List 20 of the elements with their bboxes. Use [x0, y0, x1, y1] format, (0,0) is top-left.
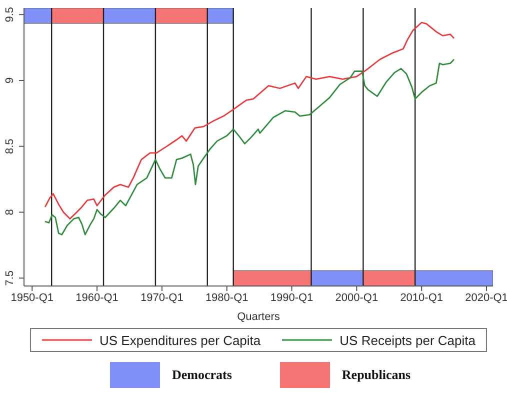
y-tick-label: 8 — [4, 209, 16, 216]
x-tick-label: 2020-Q1 — [465, 292, 507, 304]
x-tick-label: 2000-Q1 — [335, 292, 378, 304]
x-tick-label: 1970-Q1 — [140, 292, 184, 304]
legend-label: US Receipts per Capita — [340, 332, 476, 348]
x-tick-label: 1980-Q1 — [205, 292, 248, 304]
line-series — [44, 58, 455, 236]
x-tick-label: 2010-Q1 — [400, 292, 443, 304]
legend-label: Democrats — [172, 367, 232, 383]
y-tick-label: 9 — [4, 77, 16, 84]
x-tick-label: 1960-Q1 — [76, 292, 118, 304]
x-axis-title: Quarters — [237, 311, 280, 323]
line-series — [44, 22, 455, 220]
y-tick-label: 8.5 — [4, 138, 16, 154]
y-tick-label: 9.5 — [4, 6, 16, 22]
legend-label: US Expenditures per Capita — [100, 332, 261, 348]
x-tick-label: 1990-Q1 — [270, 292, 314, 304]
y-tick-label: 7.5 — [4, 270, 16, 286]
legend-label: Republicans — [342, 367, 411, 383]
x-tick-label: 1950-Q1 — [10, 292, 54, 304]
